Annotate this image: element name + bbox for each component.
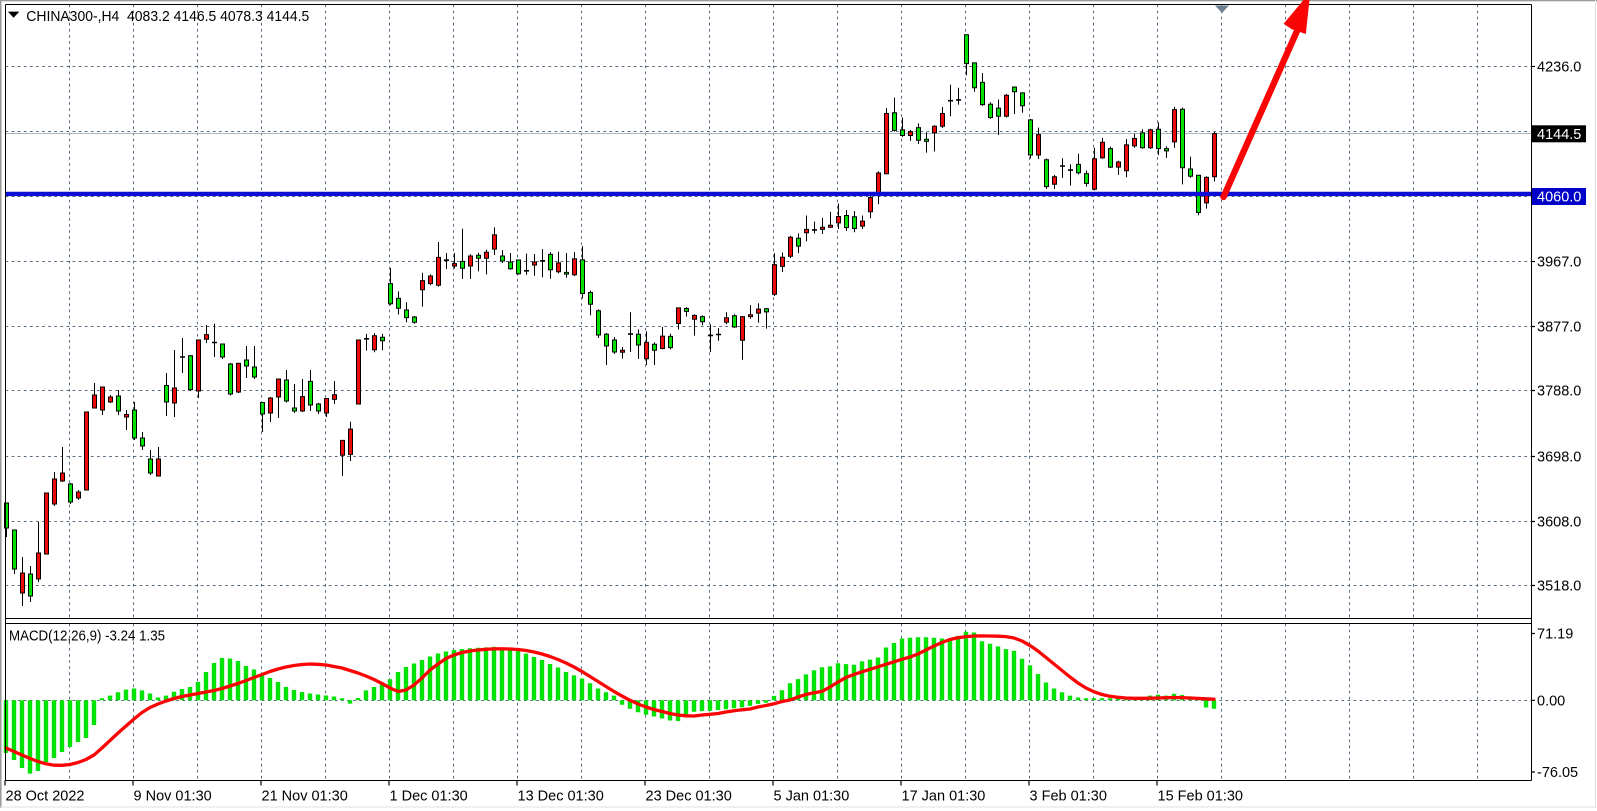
svg-text:15 Feb 01:30: 15 Feb 01:30 <box>1158 789 1243 805</box>
svg-text:CHINA300-,H4 4083.2 4146.5 40: CHINA300-,H4 4083.2 4146.5 4078.3 4144.5 <box>26 9 309 25</box>
svg-text:5 Jan 01:30: 5 Jan 01:30 <box>774 789 850 805</box>
svg-text:4236.0: 4236.0 <box>1537 60 1581 76</box>
svg-text:28 Oct 2022: 28 Oct 2022 <box>6 789 85 805</box>
svg-text:23 Dec 01:30: 23 Dec 01:30 <box>646 789 732 805</box>
svg-text:3877.0: 3877.0 <box>1537 320 1581 336</box>
svg-text:3608.0: 3608.0 <box>1537 515 1581 531</box>
svg-text:-76.05: -76.05 <box>1537 765 1578 781</box>
svg-text:4060.0: 4060.0 <box>1537 190 1581 206</box>
svg-text:1 Dec 01:30: 1 Dec 01:30 <box>390 789 468 805</box>
svg-text:MACD(12,26,9) -3.24 1.35: MACD(12,26,9) -3.24 1.35 <box>9 629 165 645</box>
svg-text:3788.0: 3788.0 <box>1537 384 1581 400</box>
svg-text:3518.0: 3518.0 <box>1537 579 1581 595</box>
svg-text:9 Nov 01:30: 9 Nov 01:30 <box>134 789 212 805</box>
svg-text:0.00: 0.00 <box>1537 693 1565 709</box>
svg-text:71.19: 71.19 <box>1537 627 1573 643</box>
svg-text:3967.0: 3967.0 <box>1537 255 1581 271</box>
svg-text:21 Nov 01:30: 21 Nov 01:30 <box>262 789 348 805</box>
svg-text:13 Dec 01:30: 13 Dec 01:30 <box>518 789 604 805</box>
svg-text:4144.5: 4144.5 <box>1537 127 1581 143</box>
svg-text:3698.0: 3698.0 <box>1537 450 1581 466</box>
svg-text:3 Feb 01:30: 3 Feb 01:30 <box>1030 789 1107 805</box>
svg-text:17 Jan 01:30: 17 Jan 01:30 <box>902 789 986 805</box>
